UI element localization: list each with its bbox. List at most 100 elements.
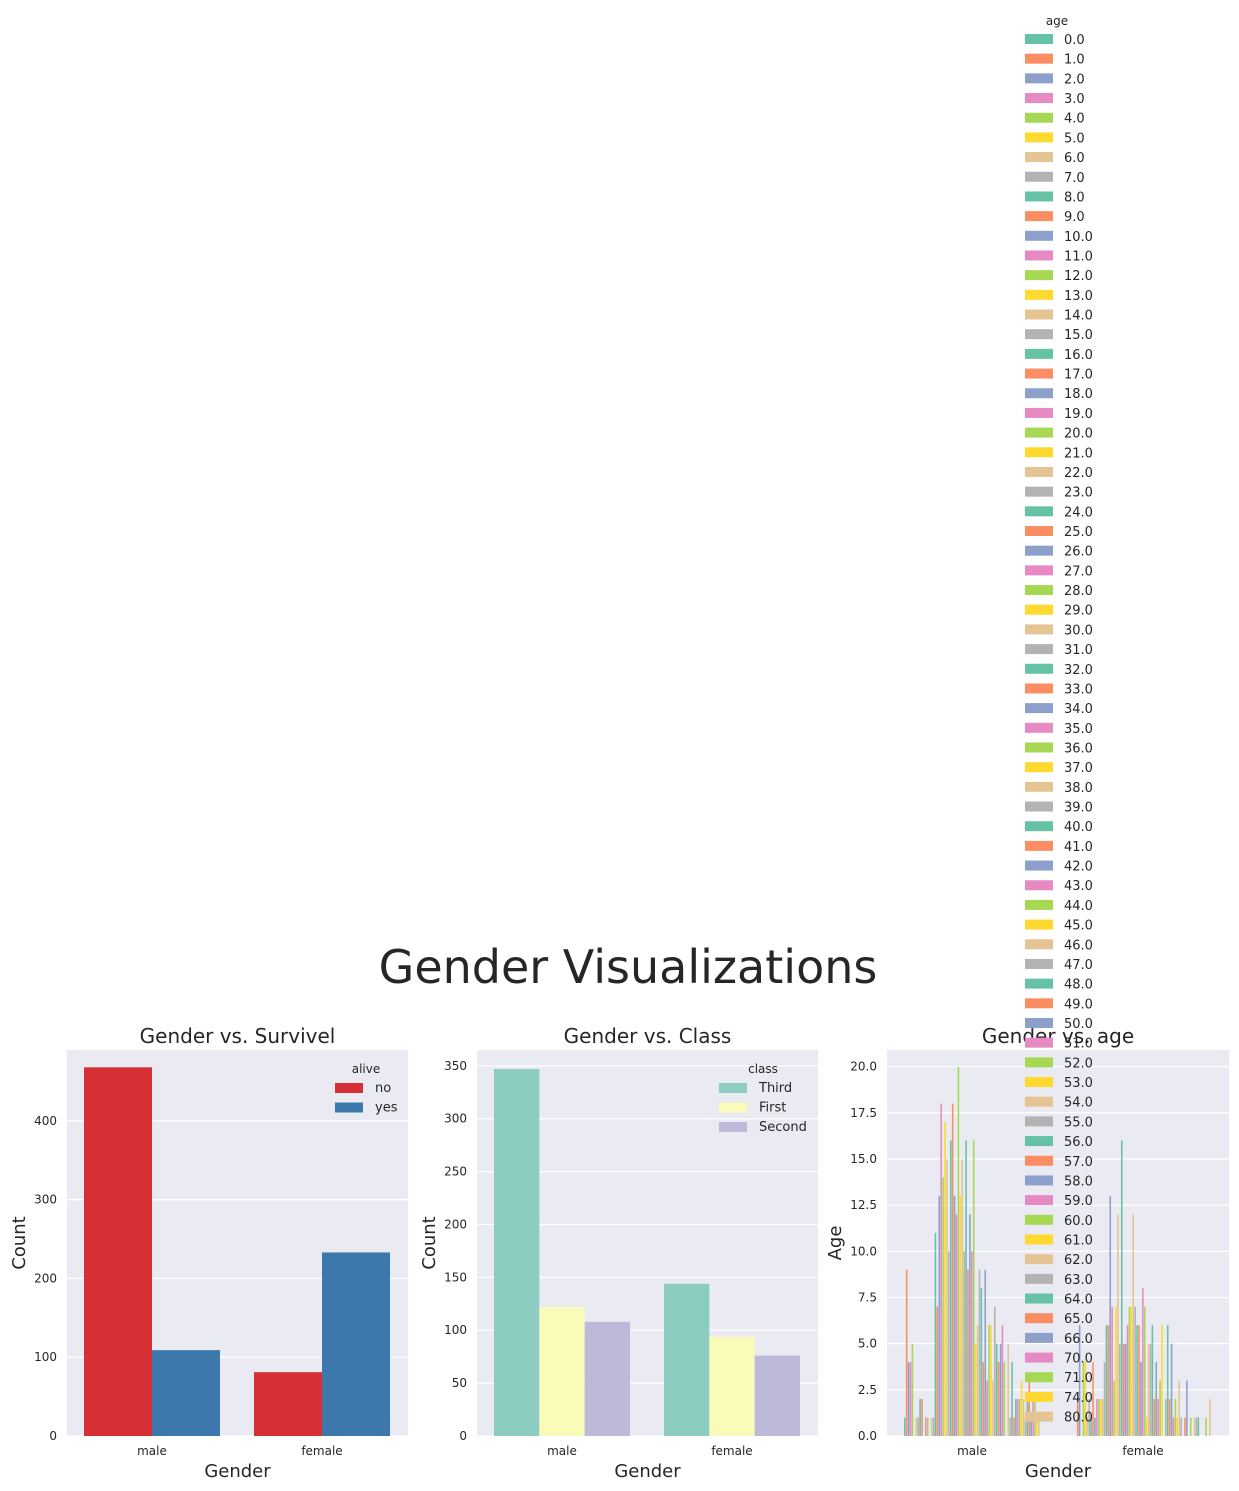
bar — [972, 1140, 975, 1436]
bar — [982, 1362, 985, 1436]
bar — [905, 1269, 908, 1436]
legend-swatch — [1025, 939, 1053, 950]
legend-swatch — [1025, 112, 1053, 123]
legend-label: 16.0 — [1064, 348, 1093, 363]
legend-label: 38.0 — [1064, 781, 1093, 796]
bar — [974, 1343, 977, 1436]
bar — [1105, 1325, 1108, 1436]
legend-swatch — [1025, 447, 1053, 458]
x-axis-label: Gender — [614, 1461, 681, 1482]
legend-swatch — [1025, 683, 1053, 694]
bar — [1140, 1362, 1142, 1436]
bar — [1092, 1362, 1094, 1436]
bar — [1145, 1417, 1148, 1436]
legend-label: 36.0 — [1064, 741, 1093, 756]
bar — [1024, 1417, 1027, 1436]
bar — [917, 1417, 919, 1436]
subplot-title: Gender vs. Survivel — [140, 1024, 336, 1048]
bar — [961, 1158, 964, 1436]
legend-label: 42.0 — [1064, 860, 1093, 875]
figure-title: Gender Visualizations — [379, 940, 878, 994]
bar — [1088, 1399, 1090, 1436]
y-axis-label: Count — [9, 1216, 30, 1269]
bar — [971, 1251, 973, 1436]
bar — [1030, 1417, 1032, 1436]
bar — [1018, 1399, 1021, 1436]
legend-label: 66.0 — [1064, 1332, 1093, 1347]
legend-label: 35.0 — [1064, 722, 1093, 737]
bar — [1119, 1343, 1121, 1436]
legend-swatch — [1025, 958, 1053, 969]
bar — [1003, 1362, 1006, 1436]
bar — [322, 1252, 390, 1436]
bar — [1115, 1306, 1117, 1436]
y-tick-label: 100 — [444, 1323, 467, 1337]
legend-swatch — [1025, 1332, 1053, 1343]
legend-swatch — [1025, 840, 1053, 851]
legend-label: Third — [758, 1081, 792, 1096]
x-tick-label: female — [1122, 1444, 1163, 1458]
bar — [1178, 1380, 1181, 1436]
legend-label: 31.0 — [1064, 643, 1093, 658]
legend-swatch — [1025, 211, 1053, 222]
bar — [1017, 1399, 1019, 1436]
bar — [494, 1069, 540, 1436]
bar — [1128, 1306, 1131, 1436]
legend-label: 70.0 — [1064, 1352, 1093, 1367]
legend-label: no — [375, 1081, 391, 1096]
bar — [1186, 1380, 1188, 1436]
legend-label: 59.0 — [1064, 1194, 1093, 1209]
legend-swatch — [1025, 978, 1053, 989]
legend-swatch — [1025, 565, 1053, 576]
legend-label: 22.0 — [1064, 466, 1093, 481]
legend-label: 3.0 — [1064, 92, 1085, 107]
bar — [1157, 1399, 1159, 1436]
legend-swatch — [1025, 1313, 1053, 1324]
legend-label: 63.0 — [1064, 1273, 1093, 1288]
legend-swatch — [1025, 1372, 1053, 1383]
bar — [1153, 1399, 1156, 1436]
bar — [1097, 1399, 1100, 1436]
legend-swatch — [1025, 644, 1053, 655]
legend-label: First — [759, 1101, 786, 1116]
x-tick-label: male — [547, 1444, 577, 1458]
bar — [942, 1177, 944, 1436]
bar — [1099, 1399, 1102, 1436]
legend-label: 6.0 — [1064, 151, 1085, 166]
legend-swatch — [1025, 250, 1053, 261]
legend-label: 54.0 — [1064, 1096, 1093, 1111]
legend-swatch — [335, 1102, 363, 1113]
bar — [1166, 1325, 1169, 1436]
bar — [1101, 1399, 1104, 1436]
legend-label: 74.0 — [1064, 1391, 1093, 1406]
bar — [994, 1306, 996, 1436]
y-tick-label: 300 — [34, 1193, 57, 1207]
y-tick-label: 200 — [34, 1271, 57, 1285]
y-tick-label: 0.0 — [858, 1429, 877, 1443]
bar — [978, 1269, 981, 1436]
legend-label: 58.0 — [1064, 1174, 1093, 1189]
legend-label: 49.0 — [1064, 997, 1093, 1012]
bar — [980, 1288, 983, 1436]
y-tick-label: 17.5 — [850, 1106, 877, 1120]
legend-label: 33.0 — [1064, 682, 1093, 697]
legend-swatch — [1025, 1175, 1053, 1186]
legend-label: 50.0 — [1064, 1017, 1093, 1032]
bar — [1151, 1325, 1154, 1436]
bar — [995, 1343, 998, 1436]
legend: class Third First Second — [719, 1062, 807, 1135]
bar — [932, 1417, 935, 1436]
legend-swatch — [1025, 781, 1053, 792]
legend-swatch — [1025, 191, 1053, 202]
legend-label: 5.0 — [1064, 131, 1085, 146]
bar — [1124, 1343, 1127, 1436]
bar — [1096, 1399, 1098, 1436]
y-tick-label: 300 — [444, 1112, 467, 1126]
legend-swatch — [1025, 53, 1053, 64]
bar — [1159, 1380, 1161, 1436]
legend-swatch — [1025, 427, 1053, 438]
legend-label: 0.0 — [1064, 33, 1085, 48]
legend-label: 20.0 — [1064, 427, 1093, 442]
bar — [1015, 1399, 1017, 1436]
bar — [1111, 1306, 1113, 1436]
